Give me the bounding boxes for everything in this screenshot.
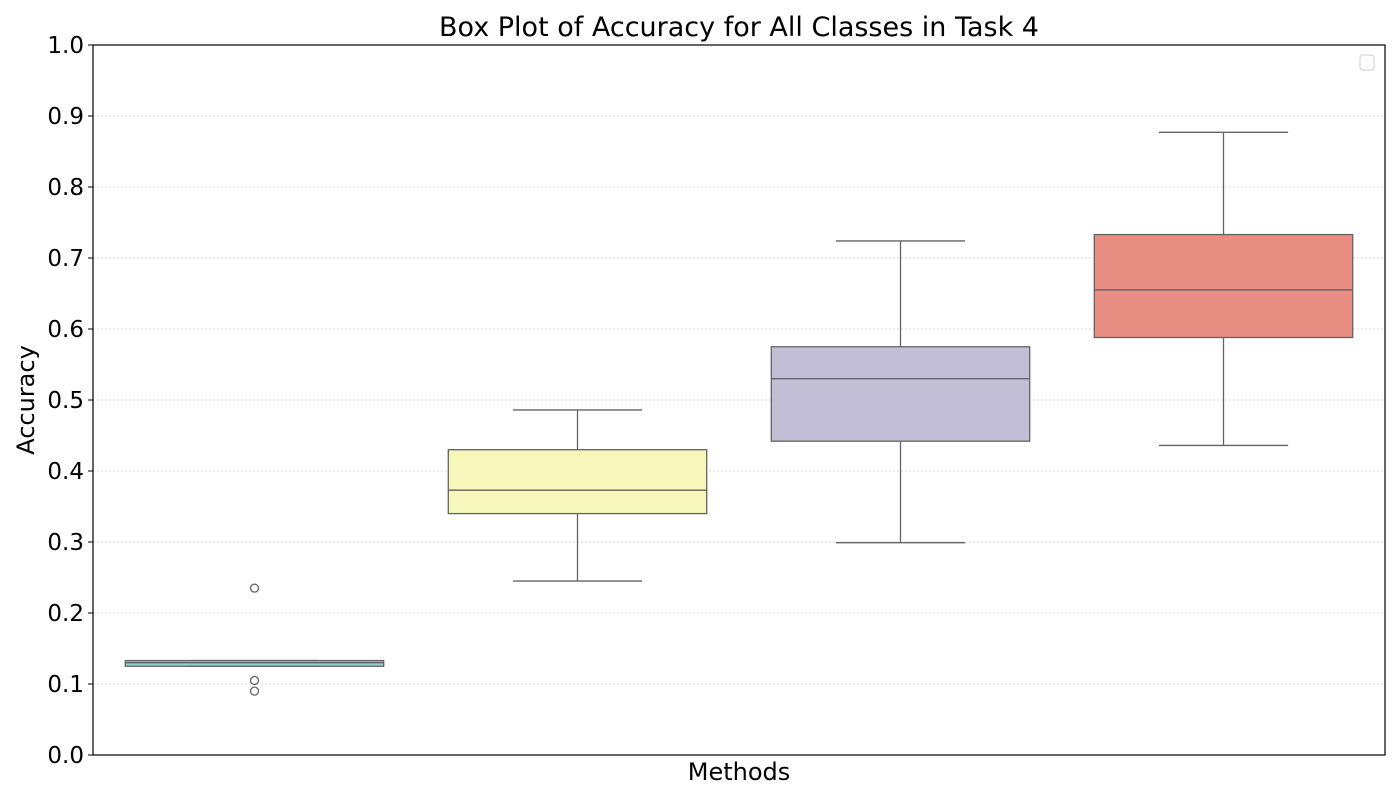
y-axis-ticks: 0.0 0.1 0.2 0.3 0.4 0.5 0.6 0.7 0.8 0.9 1.0 xyxy=(47,33,93,769)
grid-lines xyxy=(93,115,1385,685)
box-group xyxy=(770,240,1031,544)
box-group xyxy=(1093,131,1354,447)
y-tick-label: 0.4 xyxy=(47,459,84,485)
box-iqr xyxy=(124,659,385,667)
y-tick-label: 0.7 xyxy=(47,246,84,272)
box-plot-series xyxy=(124,131,1354,696)
chart-title: Box Plot of Accuracy for All Classes in … xyxy=(439,12,1039,43)
outlier-point xyxy=(249,675,260,686)
x-axis-label: Methods xyxy=(688,758,791,786)
y-tick-label: 0.1 xyxy=(47,672,84,698)
box-iqr xyxy=(770,346,1031,442)
legend-box xyxy=(1359,54,1375,71)
box-group xyxy=(447,409,708,582)
outlier-point xyxy=(249,686,260,696)
y-tick-label: 1.0 xyxy=(47,33,84,59)
y-axis-label: Accuracy xyxy=(12,345,40,455)
box-iqr xyxy=(1093,233,1354,339)
box-iqr xyxy=(447,449,708,515)
y-tick-label: 0.9 xyxy=(47,104,84,130)
y-tick-label: 0.0 xyxy=(47,743,84,769)
y-tick-label: 0.6 xyxy=(47,317,84,343)
y-tick-label: 0.2 xyxy=(47,601,84,627)
outlier-point xyxy=(249,583,260,593)
y-tick-label: 0.8 xyxy=(47,175,84,201)
y-tick-label: 0.5 xyxy=(47,388,84,414)
y-tick-label: 0.3 xyxy=(47,530,84,556)
box-group xyxy=(124,583,385,696)
